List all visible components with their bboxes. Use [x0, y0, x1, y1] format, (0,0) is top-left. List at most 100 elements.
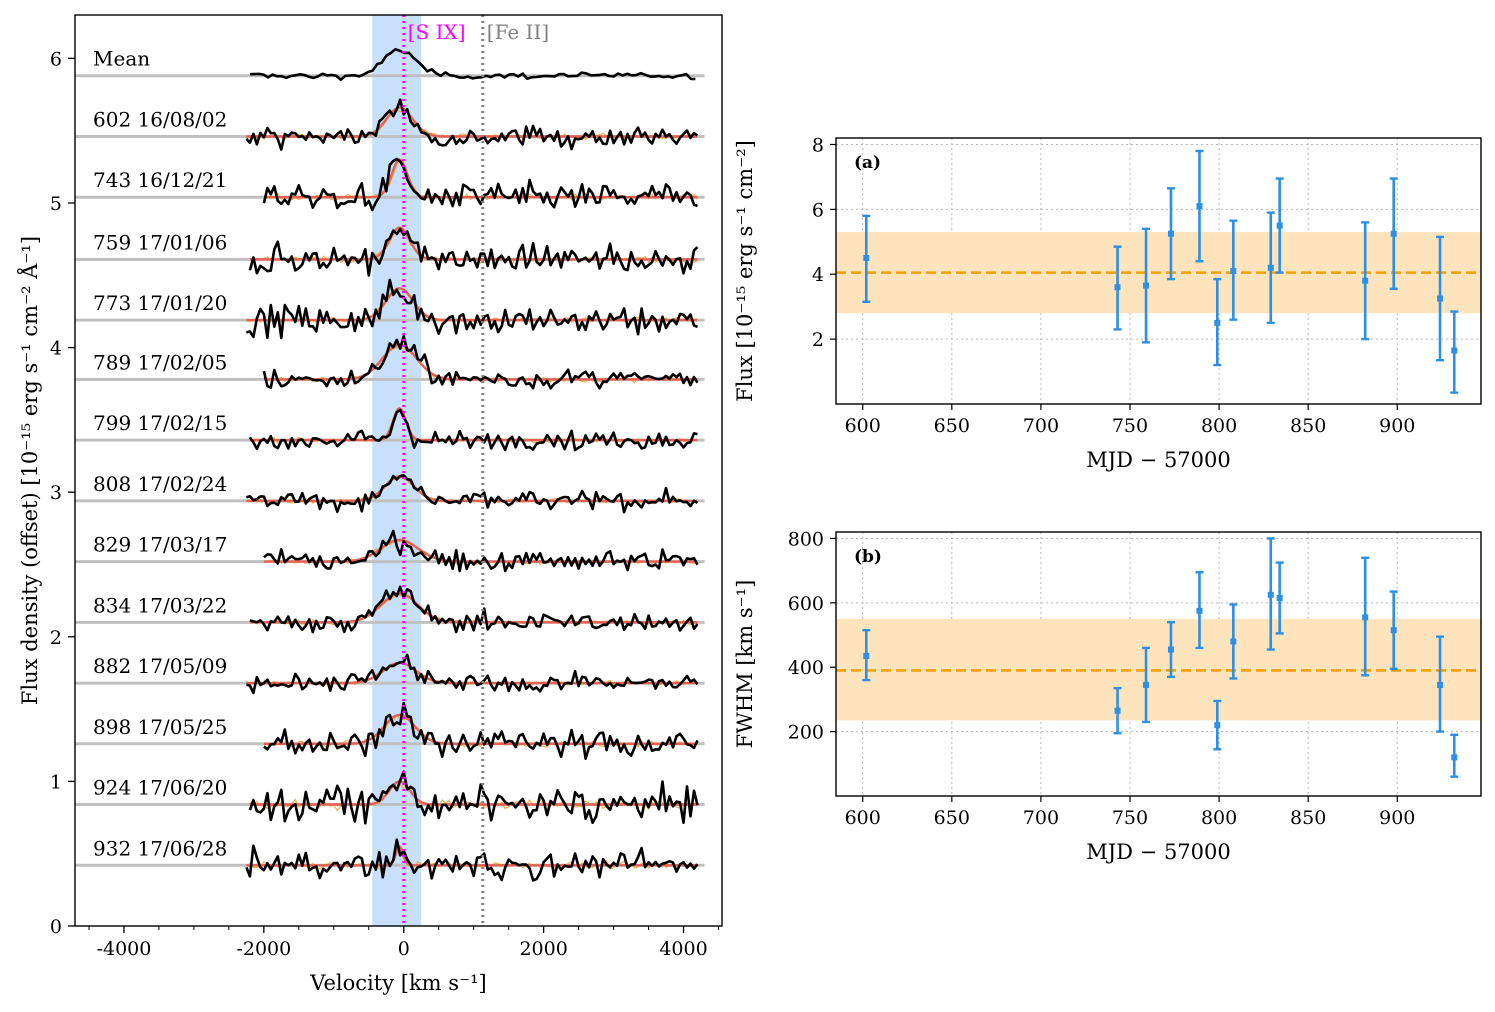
- point-marker: [1230, 638, 1237, 645]
- data-point: [1389, 177, 1398, 291]
- point-marker: [1167, 230, 1174, 237]
- fe-ii-label: [Fe II]: [487, 20, 549, 44]
- fwhm-panel-label: (b): [854, 547, 882, 567]
- data-point: [1436, 235, 1445, 362]
- x-tick-label: 850: [1290, 415, 1326, 437]
- x-tick-label: 600: [845, 415, 881, 437]
- data-point: [1229, 219, 1238, 321]
- y-tick-label: 600: [788, 593, 824, 615]
- spectrum-observed-curve: [246, 653, 699, 695]
- spectrum-fit-curve: [246, 845, 697, 867]
- spectrum-label: 773 17/01/20: [93, 291, 227, 315]
- spectrum-observed-curve: [249, 47, 696, 81]
- spectrum-label: 932 17/06/28: [93, 836, 227, 860]
- spectrum-observed-curve: [246, 278, 699, 340]
- x-tick-label: 900: [1379, 807, 1415, 829]
- data-point: [1113, 245, 1122, 331]
- spectra-x-ticks: -4000 -2000 0 2000 4000: [88, 926, 720, 960]
- x-tick-label: 750: [1112, 807, 1148, 829]
- x-tick-label: -2000: [236, 938, 291, 960]
- spectrum-observed-curve: [262, 335, 699, 390]
- data-point: [862, 214, 871, 304]
- spectra-x-axis-label: Velocity [km s⁻¹]: [309, 971, 486, 995]
- point-marker: [1214, 319, 1221, 326]
- spectrum-label: 898 17/05/25: [93, 715, 227, 739]
- data-point: [1436, 635, 1445, 733]
- spectrum-label: 834 17/03/22: [93, 593, 227, 617]
- flux-points: [862, 149, 1459, 394]
- x-tick-label: 650: [934, 807, 970, 829]
- spectrum-fit-curve: [249, 406, 698, 442]
- spectrum-label: 808 17/02/24: [93, 472, 227, 496]
- data-point: [1389, 590, 1398, 671]
- y-tick-label: 0: [50, 916, 62, 938]
- x-tick-label: 800: [1201, 415, 1237, 437]
- point-marker: [1114, 707, 1121, 714]
- y-tick-label: 3: [50, 482, 62, 504]
- data-point: [1166, 620, 1175, 679]
- spectrum-label: 799 17/02/15: [93, 411, 227, 435]
- data-point: [1266, 537, 1275, 651]
- spectrum-label: 602 16/08/02: [93, 108, 227, 132]
- y-tick-label: 2: [50, 627, 62, 649]
- point-marker: [1362, 277, 1369, 284]
- y-tick-label: 200: [788, 722, 824, 744]
- y-tick-label: 2: [812, 329, 824, 351]
- spectra-observed-curves: [245, 47, 699, 882]
- spectrum-fit-curve: [249, 592, 698, 624]
- x-tick-label: 650: [934, 415, 970, 437]
- point-marker: [1143, 282, 1150, 289]
- point-marker: [1276, 595, 1283, 601]
- data-point: [1361, 221, 1370, 341]
- data-point: [1450, 310, 1459, 394]
- point-marker: [1167, 646, 1174, 653]
- point-marker: [1114, 284, 1121, 291]
- data-point: [1142, 646, 1151, 724]
- y-tick-label: 4: [812, 264, 824, 286]
- x-tick-label: 0: [398, 938, 410, 960]
- spectrum-observed-curve: [263, 529, 699, 573]
- point-marker: [1390, 627, 1397, 634]
- y-tick-label: 1: [50, 771, 62, 793]
- data-point: [1166, 187, 1175, 281]
- spectrum-observed-curve: [263, 701, 699, 760]
- point-marker: [1196, 607, 1203, 614]
- spectrum-fit-curve: [246, 287, 697, 322]
- fwhm-points: [862, 537, 1459, 778]
- point-marker: [1437, 681, 1444, 688]
- data-point: [1113, 686, 1122, 735]
- x-tick-label: -4000: [97, 938, 152, 960]
- spectrum-observed-curve: [245, 838, 699, 882]
- point-marker: [1390, 230, 1397, 237]
- y-tick-label: 4: [50, 338, 62, 360]
- spectrum-label: Mean: [93, 47, 150, 71]
- x-tick-label: 4000: [659, 938, 707, 960]
- y-tick-label: 800: [788, 528, 824, 550]
- spectra-y-axis-label: Flux density (offset) [10⁻¹⁵ erg s⁻¹ cm⁻…: [17, 236, 42, 705]
- y-tick-label: 5: [50, 193, 62, 215]
- x-tick-label: 900: [1379, 415, 1415, 437]
- x-tick-label: 800: [1201, 807, 1237, 829]
- point-marker: [1276, 222, 1283, 229]
- spectrum-label: 789 17/02/05: [93, 350, 227, 374]
- data-point: [1195, 571, 1204, 650]
- flux-panel-label: (a): [854, 153, 881, 173]
- spectrum-fit-curve: [263, 158, 698, 199]
- data-point: [1229, 603, 1238, 680]
- spectrum-label: 924 17/06/20: [93, 776, 227, 800]
- flux-grid: [836, 138, 1481, 404]
- data-point: [1195, 149, 1204, 263]
- flux-panel: 600 650 700 750 800 850 900 2 4 6 8 (a) MJD − 570…: [733, 134, 1482, 472]
- spectrum-observed-curve: [262, 157, 699, 212]
- x-tick-label: 700: [1023, 415, 1059, 437]
- flux-x-ticks: 600 650 700 750 800 850 900: [845, 404, 1415, 437]
- x-tick-label: 850: [1290, 807, 1326, 829]
- x-tick-label: 700: [1023, 807, 1059, 829]
- data-point: [1142, 227, 1151, 344]
- y-tick-label: 6: [812, 199, 824, 221]
- point-marker: [1451, 347, 1458, 354]
- y-tick-label: 400: [788, 657, 824, 679]
- y-tick-label: 8: [812, 134, 824, 156]
- data-point: [1275, 177, 1284, 274]
